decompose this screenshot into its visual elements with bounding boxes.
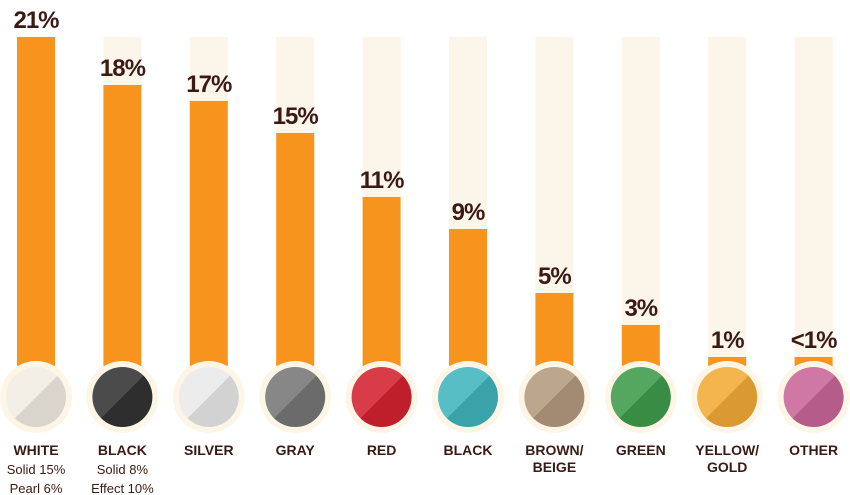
category-label: BROWN/ BEIGE: [525, 442, 584, 475]
swatch-shine: [92, 367, 153, 427]
swatch-shine: [524, 367, 585, 427]
category-label: RED: [366, 442, 397, 458]
category-label: GRAY: [275, 442, 315, 458]
value-label: 21%: [13, 7, 59, 34]
bar: [362, 197, 401, 373]
value-label: 5%: [538, 263, 571, 290]
breakdown-label: Pearl 6%: [9, 481, 63, 495]
value-label: 3%: [624, 295, 657, 322]
swatch-shine: [438, 367, 498, 427]
breakdown-label: Solid 8%: [96, 462, 149, 477]
bar-track: [621, 37, 660, 373]
swatch-shine: [6, 367, 66, 427]
bar: [449, 229, 487, 373]
category-label: GREEN: [615, 442, 666, 458]
bar: [276, 133, 315, 373]
bar: [535, 293, 574, 373]
breakdown-label: Effect 10%: [91, 481, 154, 495]
category-label: SILVER: [184, 442, 234, 458]
value-label: 11%: [360, 167, 404, 194]
category-label: OTHER: [789, 442, 839, 458]
category-label: BLACK: [443, 442, 493, 458]
value-label: <1%: [791, 327, 837, 354]
value-label: 1%: [711, 327, 744, 354]
bar: [189, 101, 228, 373]
value-label: 15%: [273, 103, 319, 130]
bar: [103, 85, 142, 373]
value-label: 18%: [100, 55, 146, 82]
swatch-shine: [265, 367, 326, 427]
breakdown-label: Solid 15%: [6, 462, 66, 477]
bar-track: [708, 37, 747, 373]
value-label: 17%: [186, 71, 232, 98]
category-label: BLACK: [97, 442, 147, 458]
value-label: 9%: [452, 199, 485, 226]
swatch-shine: [610, 367, 671, 427]
swatch-shine: [351, 367, 412, 427]
swatch-shine: [783, 367, 844, 427]
bar-track: [794, 37, 833, 373]
bar: [17, 37, 55, 373]
category-label: YELLOW/ GOLD: [695, 442, 760, 475]
swatch-shine: [697, 367, 758, 427]
category-label: WHITE: [13, 442, 59, 458]
swatch-shine: [178, 367, 239, 427]
